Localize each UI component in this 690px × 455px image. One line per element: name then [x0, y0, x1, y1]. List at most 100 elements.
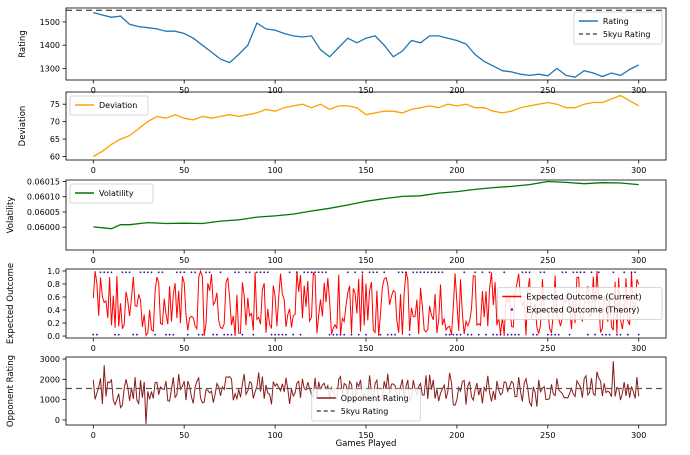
outcome-dot — [405, 271, 407, 274]
legend-label: Volatility — [99, 189, 134, 198]
outcome-dot — [456, 333, 458, 336]
outcome-dot — [616, 333, 618, 336]
outcome-dot — [550, 333, 553, 336]
outcome-dot — [154, 333, 157, 336]
outcome-dot — [168, 333, 171, 336]
legend: Expected Outcome (Current) Expected Outco… — [496, 287, 663, 320]
outcome-dot — [528, 271, 531, 274]
y-tick-label: 1400 — [40, 41, 60, 50]
outcome-dot — [397, 271, 400, 274]
outcome-dot — [608, 333, 611, 336]
outcome-dot — [146, 271, 149, 274]
x-tick-label: 300 — [631, 431, 646, 440]
outcome-dot — [401, 271, 404, 274]
x-axis-label: Games Played — [336, 439, 397, 449]
outcome-dot — [306, 271, 309, 274]
outcome-dot — [394, 333, 396, 336]
outcome-dot — [296, 271, 298, 274]
outcome-dot — [434, 271, 436, 274]
outcome-dot — [259, 271, 262, 274]
outcome-dot — [365, 333, 367, 336]
outcome-dot — [216, 333, 218, 336]
y-axis-label: Volatility — [6, 197, 16, 234]
x-tick-label: 100 — [267, 256, 282, 265]
x-tick-label: 150 — [358, 344, 373, 353]
outcome-dot — [194, 271, 197, 274]
outcome-dot — [368, 271, 371, 274]
outcome-dot — [314, 271, 316, 274]
outcome-dot — [619, 333, 622, 336]
x-tick-label: 200 — [449, 256, 464, 265]
outcome-dot — [277, 333, 280, 336]
outcome-dot — [179, 271, 182, 274]
outcome-dot — [121, 271, 124, 274]
x-tick-label: 150 — [358, 431, 373, 440]
outcome-dot — [103, 271, 106, 274]
legend: Volatility — [69, 183, 154, 204]
y-tick-label: 0.06005 — [27, 208, 60, 217]
x-tick-label: 200 — [449, 344, 464, 353]
y-tick-label: 1300 — [40, 64, 60, 73]
outcome-dot — [572, 271, 575, 274]
x-tick-label: 300 — [631, 166, 646, 175]
outcome-dot — [517, 333, 520, 336]
outcome-dot — [325, 271, 327, 274]
outcome-dot — [361, 271, 364, 274]
outcome-dot — [536, 333, 538, 336]
y-tick-label: 0.6 — [47, 293, 60, 302]
outcome-dot — [416, 271, 418, 274]
outcome-dot — [106, 271, 109, 274]
outcome-dot — [452, 333, 455, 336]
outcome-dot — [579, 271, 582, 274]
outcome-dot — [252, 333, 255, 336]
outcome-dot — [346, 271, 349, 274]
x-tick-label: 250 — [540, 431, 555, 440]
outcome-dot — [332, 333, 335, 336]
outcome-dot — [183, 271, 186, 274]
outcome-dot — [219, 271, 222, 274]
outcome-dot — [143, 271, 146, 274]
x-tick-label: 50 — [179, 256, 189, 265]
outcome-dot — [270, 333, 273, 336]
legend-label: Rating — [603, 17, 629, 26]
outcome-dot — [597, 271, 600, 274]
outcome-dot — [463, 271, 466, 274]
series-line-1-1 — [93, 11, 639, 78]
outcome-dot — [237, 271, 240, 274]
outcome-dot — [372, 271, 375, 274]
x-tick-label: 250 — [540, 166, 555, 175]
outcome-dot — [299, 333, 302, 336]
outcome-dot — [594, 333, 596, 336]
outcome-dot — [383, 271, 386, 274]
outcome-dot — [485, 333, 487, 336]
outcome-dot — [263, 271, 266, 274]
outcome-dot — [336, 333, 338, 336]
x-tick-label: 300 — [631, 256, 646, 265]
y-tick-label: 3000 — [40, 355, 60, 364]
outcome-dot — [248, 271, 251, 274]
x-tick-label: 200 — [449, 166, 464, 175]
outcome-dot — [568, 333, 571, 336]
y-axis-label: Expected Outcome — [6, 263, 16, 344]
outcome-dot — [423, 271, 426, 274]
outcome-dot — [437, 271, 440, 274]
outcome-dot — [201, 333, 204, 336]
outcome-dot — [481, 271, 484, 274]
outcome-dot — [114, 333, 116, 336]
outcome-dot — [165, 333, 167, 336]
x-tick-label: 0 — [91, 431, 96, 440]
legend-label: 5kyu Rating — [603, 30, 651, 39]
outcome-dot — [565, 271, 567, 274]
outcome-dot — [190, 271, 193, 274]
x-tick-label: 100 — [267, 166, 282, 175]
x-tick-label: 0 — [91, 344, 96, 353]
axes-frame — [65, 91, 667, 161]
y-tick-label: 0.06000 — [27, 223, 60, 232]
x-tick-label: 0 — [91, 166, 96, 175]
axes-frame — [65, 179, 667, 251]
x-tick-label: 150 — [358, 86, 373, 95]
y-tick-label: 75 — [50, 100, 60, 109]
outcome-dot — [96, 333, 98, 336]
outcome-dot — [474, 271, 476, 274]
legend-label: 5kyu Rating — [341, 407, 389, 416]
